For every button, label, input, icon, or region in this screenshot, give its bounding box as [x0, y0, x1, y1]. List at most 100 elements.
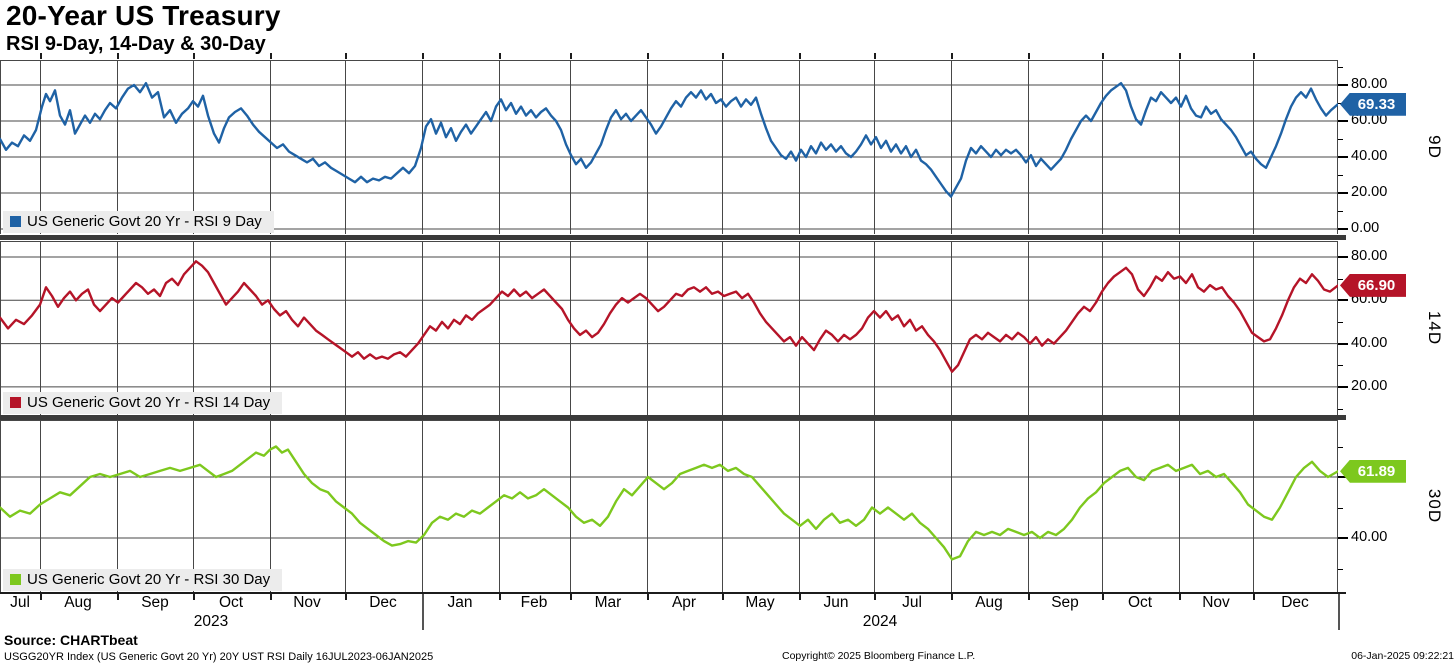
panel-separator-1 — [0, 235, 1346, 240]
y-axis-minor-tick — [1338, 446, 1343, 448]
y-axis-tick-label: 40.00 — [1351, 147, 1388, 164]
x-axis-top-tick — [570, 53, 572, 59]
month-label: Dec — [1281, 594, 1309, 611]
y-axis-minor-tick — [1338, 210, 1343, 212]
month-label: Oct — [1127, 594, 1153, 611]
y-axis-tick — [1338, 385, 1348, 388]
rsi-30d-plot — [0, 420, 1338, 592]
y-axis-minor-tick — [1338, 365, 1343, 367]
x-axis-tick — [722, 594, 724, 600]
y-axis-minor-tick — [1338, 568, 1343, 570]
rsi-panel-14d: US Generic Govt 20 Yr - RSI 14 Day 66.90… — [0, 241, 1456, 415]
x-axis-tick — [570, 594, 572, 600]
last-value-badge-9d: 69.33 — [1340, 92, 1406, 116]
x-axis-top-tick — [270, 53, 272, 59]
y-axis-tick — [1338, 476, 1348, 479]
y-axis-tick — [1338, 191, 1348, 194]
y-axis-minor-tick — [1338, 278, 1343, 280]
legend-9d: US Generic Govt 20 Yr - RSI 9 Day — [3, 211, 274, 233]
x-axis-top-tick — [40, 53, 42, 59]
x-axis-tick — [951, 594, 953, 600]
y-axis-tick-label: 60.00 — [1351, 111, 1388, 128]
month-label: Jan — [447, 594, 473, 611]
y-axis-tick-label: 20.00 — [1351, 377, 1388, 394]
x-axis-tick — [117, 594, 119, 600]
year-label: 2024 — [862, 613, 898, 630]
rsi-14d-plot — [0, 241, 1338, 415]
legend-label-14d: US Generic Govt 20 Yr - RSI 14 Day — [27, 394, 271, 411]
panel-axis-label-9d: 9D — [1425, 135, 1444, 159]
x-axis-tick — [1028, 594, 1030, 600]
y-axis-tick-label: 20.00 — [1351, 183, 1388, 200]
index-description: USGG20YR Index (US Generic Govt 20 Yr) 2… — [4, 651, 434, 663]
legend-swatch-30d — [10, 574, 21, 585]
x-axis-tick — [193, 594, 195, 600]
y-axis-minor-tick — [1338, 321, 1343, 323]
month-label: Aug — [64, 594, 92, 611]
rsi-panel-30d: US Generic Govt 20 Yr - RSI 30 Day 61.89… — [0, 420, 1456, 592]
legend-30d: US Generic Govt 20 Yr - RSI 30 Day — [3, 569, 283, 591]
legend-swatch-14d — [10, 397, 21, 408]
x-axis-top-tick — [422, 53, 424, 59]
y-axis-tick-label: 40.00 — [1351, 529, 1388, 546]
x-axis-top-tick — [647, 53, 649, 59]
month-label: Nov — [1202, 594, 1230, 611]
y-axis-minor-tick — [1338, 507, 1343, 509]
rsi-9d-plot — [0, 60, 1338, 234]
x-axis-top-tick — [117, 53, 119, 59]
y-axis-tick-label: 0.00 — [1351, 219, 1380, 236]
month-label: Sep — [1051, 594, 1079, 611]
month-label: Jul — [10, 594, 30, 611]
panel-axis-label-14d: 14D — [1425, 310, 1444, 346]
last-value-badge-30d: 61.89 — [1340, 459, 1406, 483]
x-axis-tick — [270, 594, 272, 600]
x-axis-top-tick — [193, 53, 195, 59]
x-axis-top-tick — [1179, 53, 1181, 59]
x-axis-top-tick — [345, 53, 347, 59]
page-subtitle: RSI 9-Day, 14-Day & 30-Day — [6, 33, 266, 55]
year-separator-tick — [1338, 594, 1340, 630]
y-axis-tick-label: 80.00 — [1351, 248, 1388, 264]
x-axis-tick — [345, 594, 347, 600]
month-label: Dec — [369, 594, 397, 611]
x-axis-tick — [1179, 594, 1181, 600]
legend-label-9d: US Generic Govt 20 Yr - RSI 9 Day — [27, 213, 262, 230]
month-label: Apr — [671, 594, 697, 611]
timestamp-text: 06-Jan-2025 09:22:21 — [1351, 650, 1454, 662]
y-axis-tick — [1338, 342, 1348, 345]
y-axis-tick-label: 80.00 — [1351, 76, 1388, 92]
y-axis-tick — [1338, 119, 1348, 122]
y-axis-tick — [1338, 155, 1348, 158]
x-axis-top-tick — [1102, 53, 1104, 59]
month-label: Nov — [293, 594, 321, 611]
y-axis-minor-tick — [1338, 67, 1343, 69]
month-label: Aug — [975, 594, 1003, 611]
x-axis-tick — [1102, 594, 1104, 600]
legend-swatch-9d — [10, 216, 21, 227]
y-axis-tick — [1338, 299, 1348, 302]
page-title: 20-Year US Treasury — [6, 0, 281, 31]
rsi-panel-9d: US Generic Govt 20 Yr - RSI 9 Day 69.33 … — [0, 60, 1456, 236]
y-axis-minor-tick — [1338, 138, 1343, 140]
legend-14d: US Generic Govt 20 Yr - RSI 14 Day — [3, 392, 283, 414]
month-label: May — [745, 594, 775, 611]
x-axis-top-tick — [874, 53, 876, 59]
copyright-text: Copyright© 2025 Bloomberg Finance L.P. — [782, 650, 976, 662]
x-axis-tick — [499, 594, 501, 600]
y-axis-tick-label: 40.00 — [1351, 334, 1388, 351]
x-axis-tick — [874, 594, 876, 600]
x-axis-tick — [799, 594, 801, 600]
x-axis-tick — [1253, 594, 1255, 600]
x-axis-tick — [647, 594, 649, 600]
y-axis-tick — [1338, 256, 1348, 258]
y-axis-tick — [1338, 84, 1348, 86]
month-label: Sep — [141, 594, 169, 611]
month-label: Feb — [520, 594, 548, 611]
x-axis-top-tick — [1253, 53, 1255, 59]
legend-label-30d: US Generic Govt 20 Yr - RSI 30 Day — [27, 571, 271, 588]
y-axis-tick — [1338, 227, 1348, 230]
y-axis-minor-tick — [1338, 174, 1343, 176]
x-axis-tick — [40, 594, 42, 600]
panel-separator-2 — [0, 415, 1346, 420]
